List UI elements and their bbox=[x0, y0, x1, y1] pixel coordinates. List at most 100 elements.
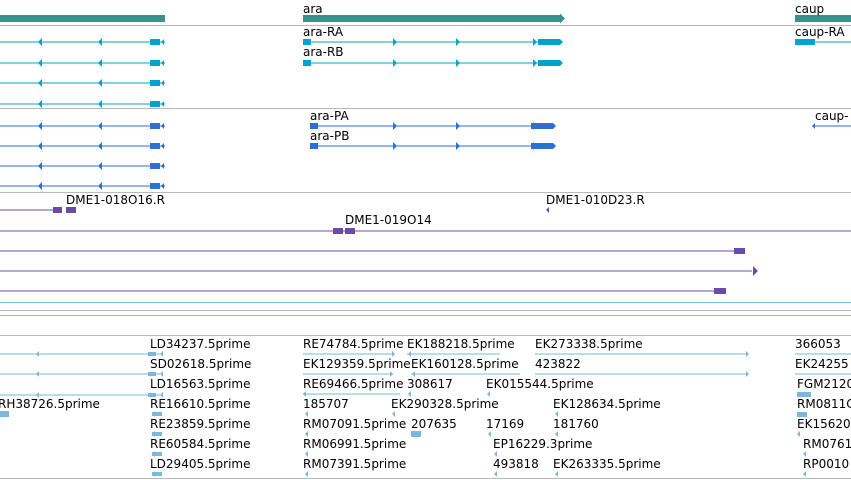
clone-label[interactable]: DME1-019O14 bbox=[345, 213, 432, 227]
exon-block bbox=[150, 60, 160, 66]
clone-label[interactable]: DME1-018O16.R bbox=[66, 193, 165, 207]
strand-arrow bbox=[533, 59, 537, 67]
est-label[interactable]: EK128634.5prime bbox=[553, 397, 661, 411]
strand-arrow bbox=[38, 142, 42, 150]
est-arrow bbox=[746, 371, 749, 377]
exon-block bbox=[303, 39, 311, 45]
gene-label[interactable]: ara bbox=[303, 2, 323, 16]
strand-arrow bbox=[38, 79, 42, 87]
strand-arrow bbox=[553, 123, 556, 129]
est-label[interactable]: 308617 bbox=[407, 377, 453, 391]
est-label[interactable]: EK129359.5prime bbox=[303, 357, 411, 371]
est-arrow bbox=[152, 471, 155, 477]
est-label[interactable]: 207635 bbox=[411, 417, 457, 431]
exon-block bbox=[795, 39, 815, 45]
est-label[interactable]: EK273338.5prime bbox=[535, 337, 643, 351]
est-label[interactable]: RM06991.5prime bbox=[303, 437, 407, 451]
clone-end bbox=[714, 288, 726, 294]
exon-block bbox=[310, 123, 318, 129]
exon-block bbox=[150, 163, 160, 169]
est-label[interactable]: LD16563.5prime bbox=[150, 377, 251, 391]
strand-arrow bbox=[98, 38, 102, 46]
exon-block bbox=[310, 143, 318, 149]
est-block bbox=[0, 411, 9, 417]
strand-arrow bbox=[38, 162, 42, 170]
est-label[interactable]: EP16229.3prime bbox=[493, 437, 593, 451]
est-label[interactable]: EK188218.5prime bbox=[407, 337, 515, 351]
est-label[interactable]: 493818 bbox=[493, 457, 539, 471]
strand-arrow bbox=[38, 100, 42, 108]
est-label[interactable]: 423822 bbox=[535, 357, 581, 371]
est-label[interactable]: RP0010 bbox=[803, 457, 850, 471]
protein-label[interactable]: ara-PA bbox=[310, 109, 349, 123]
est-arrow bbox=[408, 351, 411, 357]
exon-block bbox=[303, 60, 311, 66]
est-label[interactable]: RE60584.5prime bbox=[150, 437, 251, 451]
protein-label[interactable]: caup- bbox=[815, 109, 849, 123]
est-arrow bbox=[555, 411, 558, 417]
strand-arrow bbox=[98, 122, 102, 130]
strand-arrow bbox=[161, 183, 164, 189]
est-label[interactable]: RM0811C bbox=[797, 397, 851, 411]
est-label[interactable]: 181760 bbox=[553, 417, 599, 431]
strand-arrow bbox=[456, 142, 460, 150]
est-arrow bbox=[797, 431, 800, 437]
est-label[interactable]: EK015544.5prime bbox=[486, 377, 594, 391]
strand-arrow bbox=[560, 39, 563, 45]
est-label[interactable]: RM07091.5prime bbox=[303, 417, 407, 431]
protein-label[interactable]: ara-PB bbox=[310, 129, 350, 143]
strand-arrow bbox=[533, 38, 537, 46]
est-block bbox=[148, 372, 156, 376]
strand-arrow bbox=[161, 39, 164, 45]
est-arrow bbox=[152, 451, 155, 457]
strand-arrow bbox=[38, 38, 42, 46]
est-label[interactable]: RM0761 bbox=[803, 437, 851, 451]
est-label[interactable]: LD29405.5prime bbox=[150, 457, 251, 471]
est-arrow bbox=[746, 351, 749, 357]
est-arrow bbox=[412, 371, 415, 377]
est-label[interactable]: RE23859.5prime bbox=[150, 417, 251, 431]
est-arrow bbox=[803, 451, 806, 457]
est-label[interactable]: RH38726.5prime bbox=[0, 397, 100, 411]
est-label[interactable]: RE74784.5prime bbox=[303, 337, 404, 351]
strand-arrow bbox=[161, 143, 164, 149]
exon-block bbox=[150, 101, 160, 107]
transcript-label[interactable]: ara-RB bbox=[303, 45, 344, 59]
est-label[interactable]: LD34237.5prime bbox=[150, 337, 251, 351]
clone-end bbox=[345, 228, 355, 234]
strand-arrow bbox=[98, 142, 102, 150]
est-label[interactable]: EK263335.5prime bbox=[553, 457, 661, 471]
est-label[interactable]: EK24255 bbox=[795, 357, 849, 371]
gene-label[interactable]: caup bbox=[795, 2, 825, 16]
est-label[interactable]: RE69466.5prime bbox=[303, 377, 404, 391]
gene-bar bbox=[795, 15, 851, 22]
est-block bbox=[152, 452, 162, 456]
est-label[interactable]: RE16610.5prime bbox=[150, 397, 251, 411]
clone-label[interactable]: DME1-010D23.R bbox=[546, 193, 645, 207]
strand-arrow bbox=[38, 59, 42, 67]
est-label[interactable]: RM07391.5prime bbox=[303, 457, 407, 471]
est-arrow bbox=[494, 471, 497, 477]
strand-arrow bbox=[98, 59, 102, 67]
est-label[interactable]: SD02618.5prime bbox=[150, 357, 252, 371]
strand-arrow bbox=[812, 123, 815, 129]
est-arrow bbox=[305, 431, 308, 437]
est-label[interactable]: 366053 bbox=[795, 337, 841, 351]
est-label[interactable]: FGM2120 bbox=[797, 377, 851, 391]
strand-arrow bbox=[456, 38, 460, 46]
est-arrow bbox=[305, 471, 308, 477]
transcript-label[interactable]: caup-RA bbox=[795, 25, 845, 39]
est-block bbox=[152, 412, 162, 416]
strand-arrow bbox=[98, 182, 102, 190]
est-label[interactable]: EK290328.5prime bbox=[391, 397, 499, 411]
est-arrow bbox=[152, 431, 155, 437]
exon-block bbox=[150, 80, 160, 86]
est-label[interactable]: 185707 bbox=[303, 397, 349, 411]
est-label[interactable]: EK160128.5prime bbox=[411, 357, 519, 371]
est-label[interactable]: EK15620 bbox=[797, 417, 851, 431]
est-arrow bbox=[555, 471, 558, 477]
transcript-label[interactable]: ara-RA bbox=[303, 25, 344, 39]
gene-bar bbox=[303, 15, 560, 22]
est-label[interactable]: 17169 bbox=[486, 417, 525, 431]
